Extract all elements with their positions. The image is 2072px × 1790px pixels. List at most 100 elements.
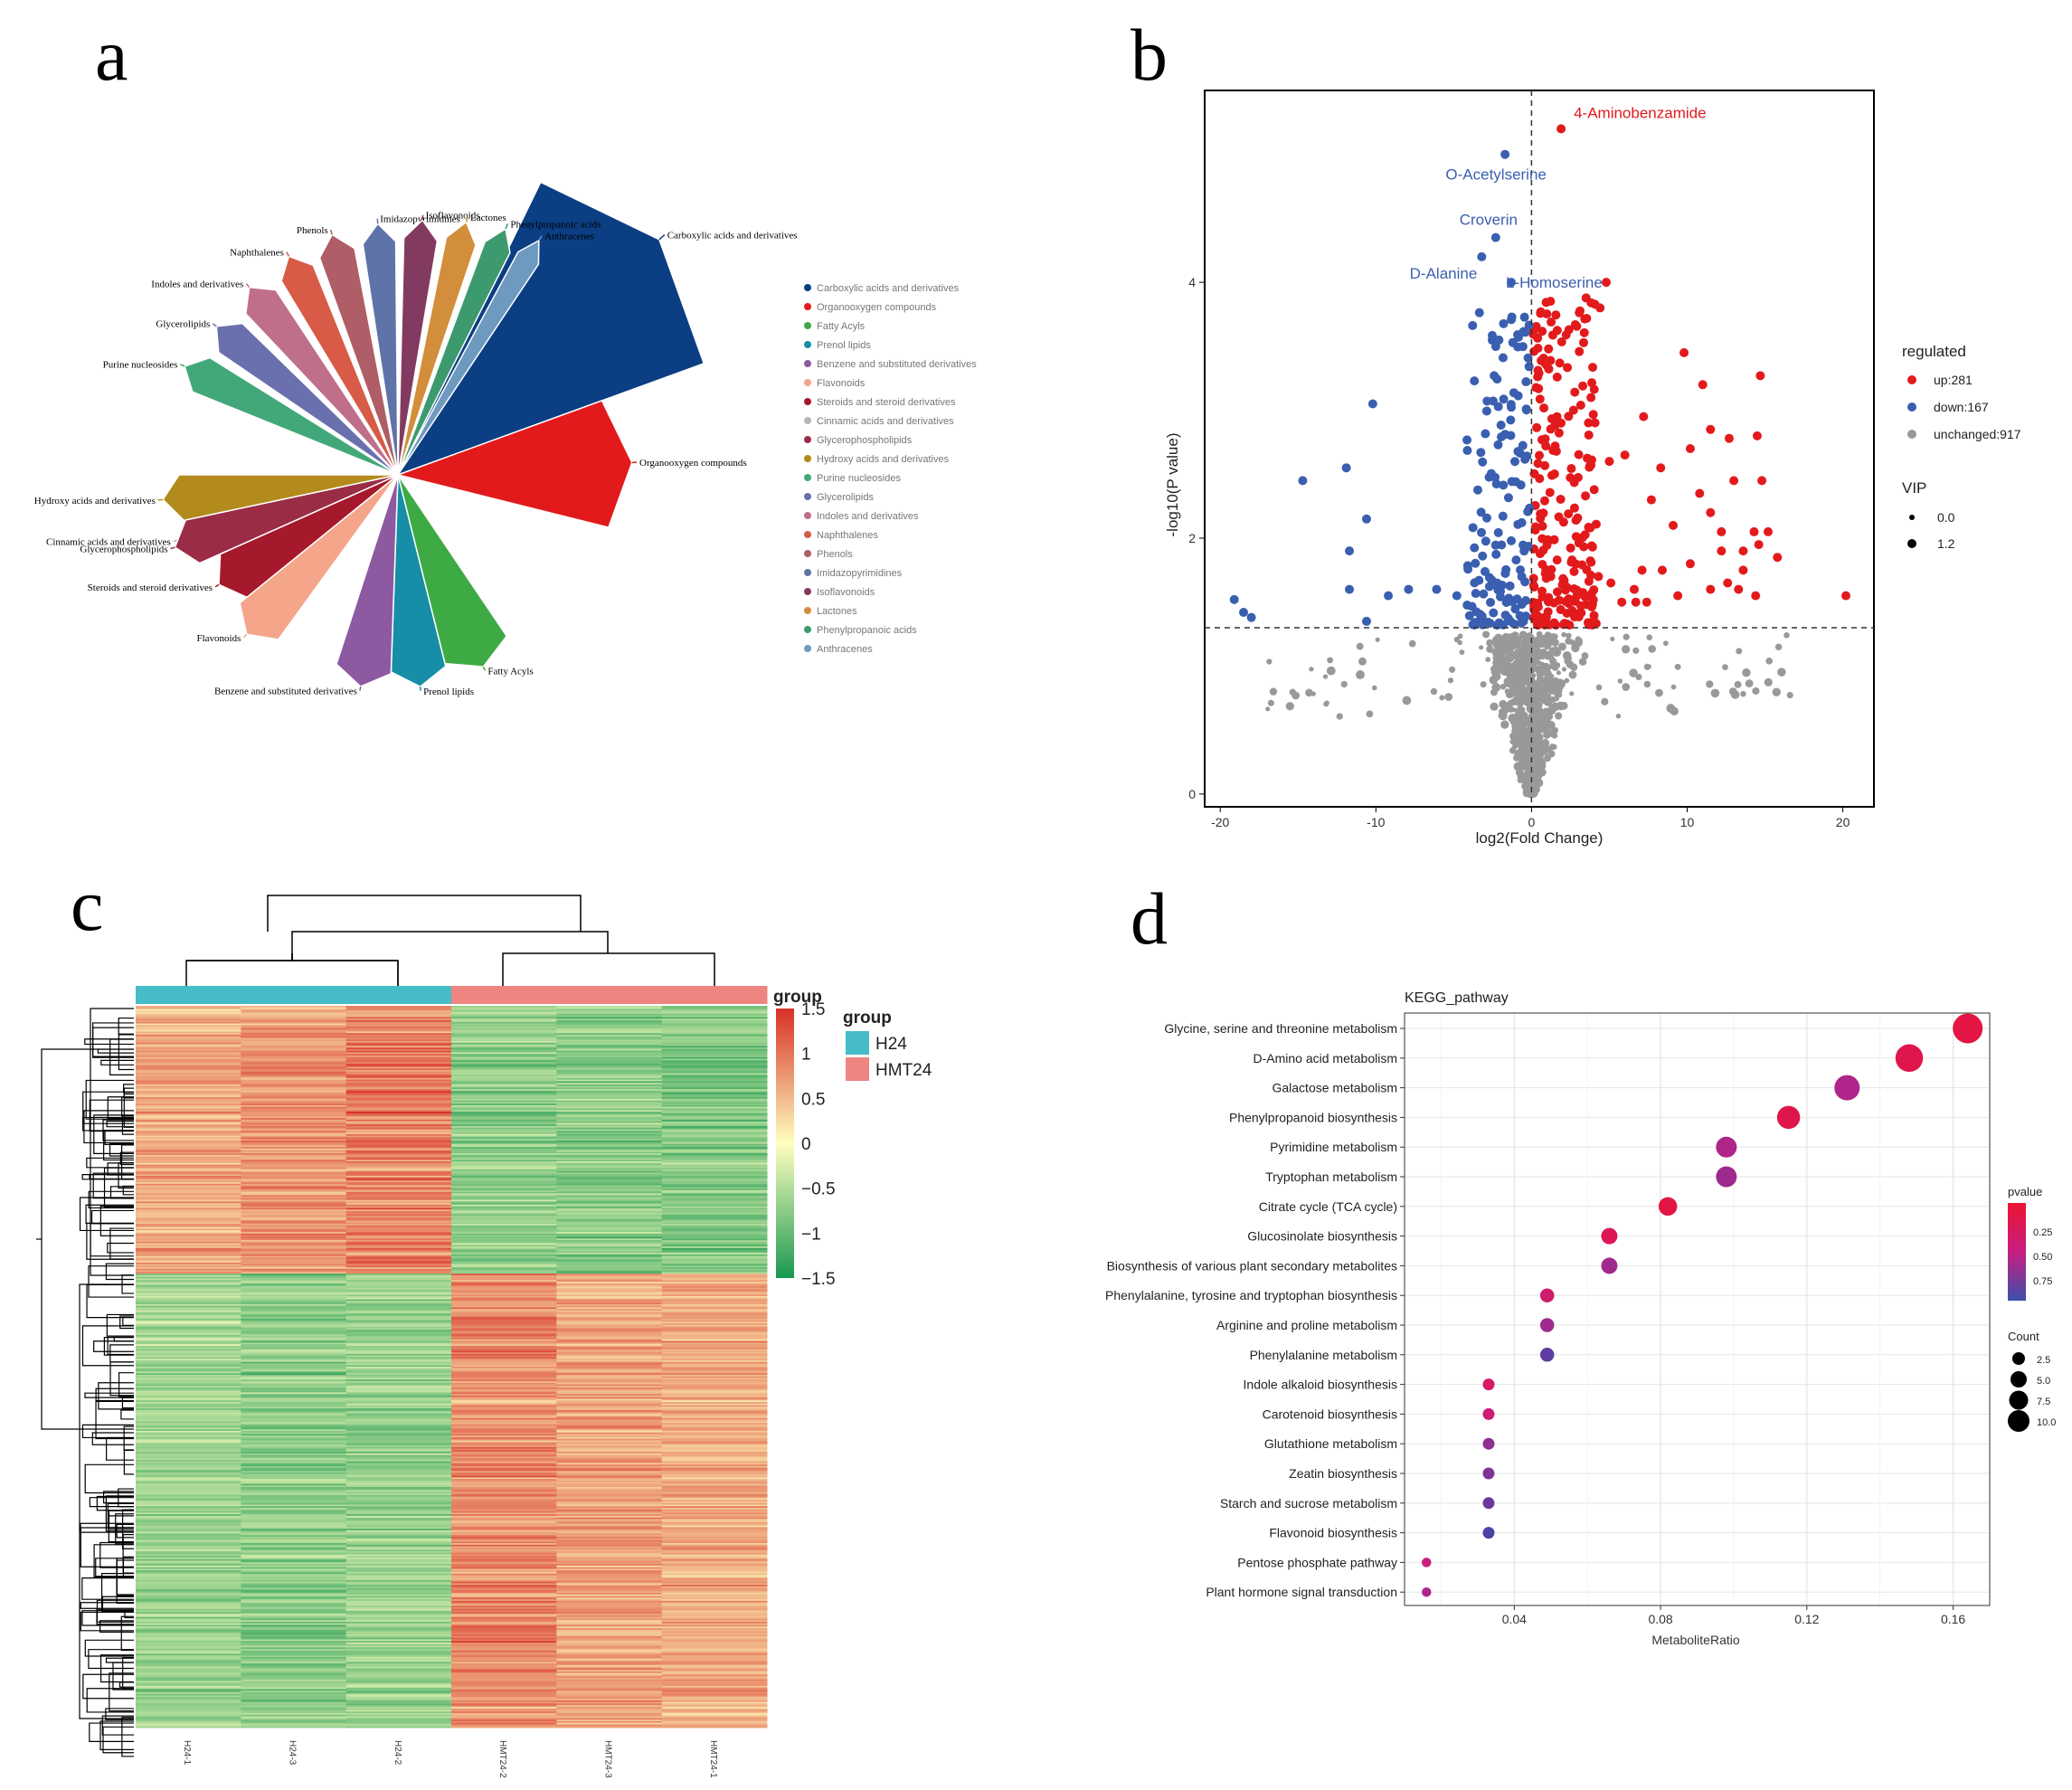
heatmap-cell (661, 1309, 768, 1312)
heatmap-cell (136, 1577, 241, 1579)
heatmap-cell (556, 1463, 663, 1465)
down-point (1493, 527, 1503, 537)
heatmap-cell (556, 1392, 663, 1395)
heatmap-cell (661, 1166, 768, 1169)
heatmap-cell (661, 1321, 768, 1324)
heatmap-cell (556, 1315, 663, 1318)
heatmap-cell (136, 1714, 241, 1718)
heatmap-cell (661, 1312, 768, 1314)
heatmap-cell (345, 1544, 452, 1548)
heatmap-cell (136, 1203, 241, 1206)
heatmap-cell (136, 1631, 241, 1634)
heatmap-cell (345, 1077, 452, 1081)
unchanged-point (1648, 645, 1657, 653)
dendrogram-branch (103, 1337, 134, 1356)
heatmap-cell (136, 1554, 241, 1557)
heatmap-cell (661, 1587, 768, 1590)
heatmap-cell (136, 1465, 241, 1469)
heatmap-cell (661, 1018, 768, 1021)
heatmap-cell (451, 1652, 557, 1654)
heatmap-cell (241, 1174, 347, 1177)
heatmap-cell (345, 1647, 452, 1650)
heatmap-cell (241, 1637, 347, 1640)
heatmap-cell (661, 1535, 768, 1538)
heatmap-cell (345, 1232, 452, 1235)
heatmap-cell (661, 1228, 768, 1231)
heatmap-cell (345, 1388, 452, 1392)
heatmap-cell (451, 1655, 557, 1658)
heatmap-cell (241, 1164, 347, 1167)
heatmap-cell (661, 1430, 768, 1434)
dendrogram-branch (99, 1720, 134, 1750)
heatmap-cell (661, 1543, 768, 1546)
heatmap-cell (556, 1312, 663, 1314)
heatmap-cell (451, 1624, 557, 1627)
annotation-l-homoserine: L-Homoserine (1506, 274, 1603, 291)
up-point (1581, 293, 1591, 303)
heatmap-cell (661, 1610, 768, 1613)
heatmap-cell (451, 1131, 557, 1133)
heatmap-cell (136, 1473, 241, 1477)
pie-label-carboxylic-acids-and-derivatives: Carboxylic acids and derivatives (667, 231, 798, 242)
heatmap-cell (661, 1575, 768, 1577)
colorbar-tick-label: 1.5 (801, 1000, 825, 1019)
up-point (1581, 600, 1591, 610)
heatmap-cell (451, 1458, 557, 1461)
heatmap-cell (241, 1695, 347, 1698)
heatmap-cell (661, 1139, 768, 1141)
heatmap-cell (451, 1021, 557, 1025)
legend-label-hydroxy-acids-and-derivatives: Hydroxy acids and derivatives (817, 454, 950, 465)
heatmap-cell (241, 1224, 347, 1226)
heatmap-cell (661, 1579, 768, 1583)
heatmap-cell (345, 1148, 452, 1151)
up-point (1531, 383, 1541, 393)
heatmap-cell (661, 1612, 768, 1615)
heatmap-cell (451, 1359, 557, 1363)
heatmap-cell (661, 1094, 768, 1096)
down-point (1341, 463, 1351, 473)
up-point (1669, 520, 1678, 530)
heatmap-cell (241, 1722, 347, 1725)
up-point (1570, 387, 1580, 397)
heatmap-cell (241, 1419, 347, 1422)
heatmap-cell (136, 1357, 241, 1359)
heatmap-cell (556, 1415, 663, 1417)
heatmap-cell (556, 1645, 663, 1648)
heatmap-cell (556, 1475, 663, 1478)
down-point (1481, 429, 1490, 439)
heatmap-cell (556, 1119, 663, 1122)
heatmap-cell (556, 1480, 663, 1483)
heatmap-cell (556, 1504, 663, 1507)
heatmap-cell (345, 1523, 452, 1527)
count-legend-dot (2009, 1390, 2029, 1410)
heatmap-cell (345, 1533, 452, 1536)
heatmap-cell (661, 1265, 768, 1268)
heatmap-cell (661, 1541, 768, 1544)
heatmap-cell (136, 1419, 241, 1422)
heatmap-cell (661, 1652, 768, 1654)
heatmap-cell (241, 1395, 347, 1398)
heatmap-cell (451, 1019, 557, 1023)
heatmap-cell (661, 1494, 768, 1498)
heatmap-cell (661, 1594, 768, 1597)
heatmap-cell (661, 1432, 768, 1435)
heatmap-cell (556, 1291, 663, 1293)
heatmap-cell (661, 1056, 768, 1060)
heatmap-cell (661, 1511, 768, 1513)
heatmap-cell (136, 1517, 241, 1520)
heatmap-cell (345, 1705, 452, 1708)
heatmap-cell (136, 1494, 241, 1498)
heatmap-cell (241, 1448, 347, 1451)
dendrogram-branch (107, 1096, 134, 1119)
heatmap-cell (556, 1444, 663, 1448)
unchanged-point (1520, 762, 1528, 769)
heatmap-cell (241, 1295, 347, 1299)
heatmap-cell (241, 1634, 347, 1637)
heatmap-cell (451, 1161, 557, 1164)
dendrogram-branch (106, 1436, 134, 1461)
heatmap-cell (661, 1382, 768, 1386)
heatmap-cell (241, 1103, 347, 1106)
heatmap-cell (241, 1645, 347, 1648)
heatmap-cell (136, 1009, 241, 1011)
heatmap-cell (345, 1100, 452, 1103)
